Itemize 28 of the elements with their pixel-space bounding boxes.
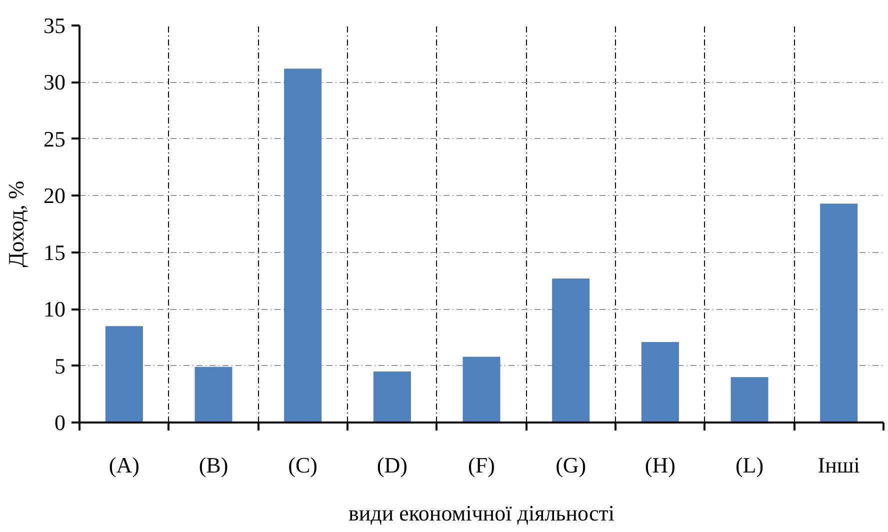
bar	[373, 371, 411, 422]
y-tick-label: 20	[44, 183, 66, 208]
bar	[105, 326, 143, 422]
y-tick-label: 25	[44, 126, 66, 152]
x-tick-label: Інші	[818, 452, 860, 478]
x-tick-label: (C)	[288, 452, 318, 478]
y-tick-label: 15	[44, 240, 66, 265]
bar	[552, 278, 590, 422]
y-tick-label: 30	[44, 70, 66, 95]
y-tick-label: 0	[54, 410, 66, 435]
x-tick-label: (A)	[108, 452, 140, 478]
y-tick-label: 35	[44, 13, 66, 38]
x-tick-label: (F)	[468, 452, 495, 478]
bar	[820, 204, 858, 422]
x-tick-label: (H)	[644, 452, 676, 478]
y-tick-label: 10	[44, 296, 66, 322]
y-tick-label: 5	[54, 353, 66, 378]
x-axis-title: види економічної діяльності	[348, 500, 615, 526]
bar	[194, 366, 232, 422]
bar	[462, 356, 500, 422]
y-axis-title: Доход, %	[4, 180, 28, 268]
bar	[284, 68, 322, 422]
x-tick-label: (D)	[376, 452, 408, 478]
x-tick-label: (B)	[198, 452, 228, 478]
x-tick-label: (L)	[735, 452, 764, 478]
bar	[641, 342, 679, 422]
bar	[730, 377, 768, 422]
x-tick-label: (G)	[556, 452, 586, 478]
